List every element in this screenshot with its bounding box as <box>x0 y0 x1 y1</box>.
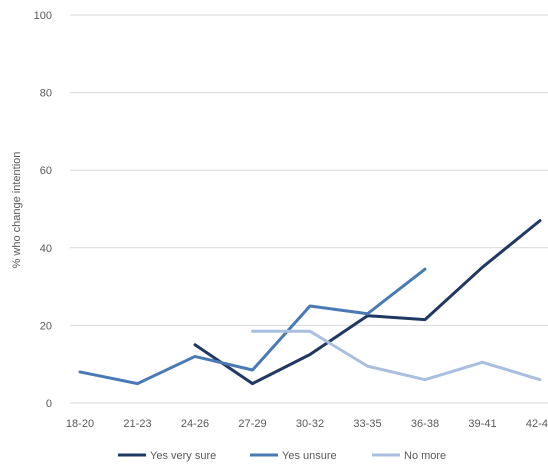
x-tick-label: 21-23 <box>123 418 151 430</box>
y-tick-label: 100 <box>34 10 52 22</box>
gridlines <box>70 14 548 404</box>
x-tick-label: 18-20 <box>66 418 94 430</box>
x-tick-label: 33-35 <box>353 418 381 430</box>
x-tick-label: 42-45 <box>526 418 548 430</box>
x-tick-label: 27-29 <box>238 418 266 430</box>
series-line-yes-unsure <box>78 267 427 386</box>
x-axis-tick-labels: 18-20 21-23 24-26 27-29 30-32 33-35 36-38 39-41… <box>66 418 548 430</box>
y-axis-title: % who change intention <box>11 152 23 269</box>
y-axis-tick-labels: 0 20 40 60 80 100 <box>34 10 52 410</box>
x-tick-label: 24-26 <box>181 418 209 430</box>
legend-label: Yes very sure <box>150 450 216 462</box>
series-line-yes-very-sure <box>193 219 542 386</box>
series-line-no-more <box>251 329 542 382</box>
x-tick-label: 39-41 <box>468 418 496 430</box>
legend-label: No more <box>404 450 446 462</box>
y-tick-label: 60 <box>40 165 52 177</box>
y-tick-label: 40 <box>40 243 52 255</box>
legend-label: Yes unsure <box>282 450 337 462</box>
y-tick-label: 0 <box>46 398 52 410</box>
x-tick-label: 30-32 <box>296 418 324 430</box>
y-tick-label: 20 <box>40 320 52 332</box>
y-tick-label: 80 <box>40 88 52 100</box>
legend: Yes very sure Yes unsure No more <box>118 450 446 462</box>
x-tick-label: 36-38 <box>411 418 439 430</box>
series-lines <box>78 219 542 386</box>
